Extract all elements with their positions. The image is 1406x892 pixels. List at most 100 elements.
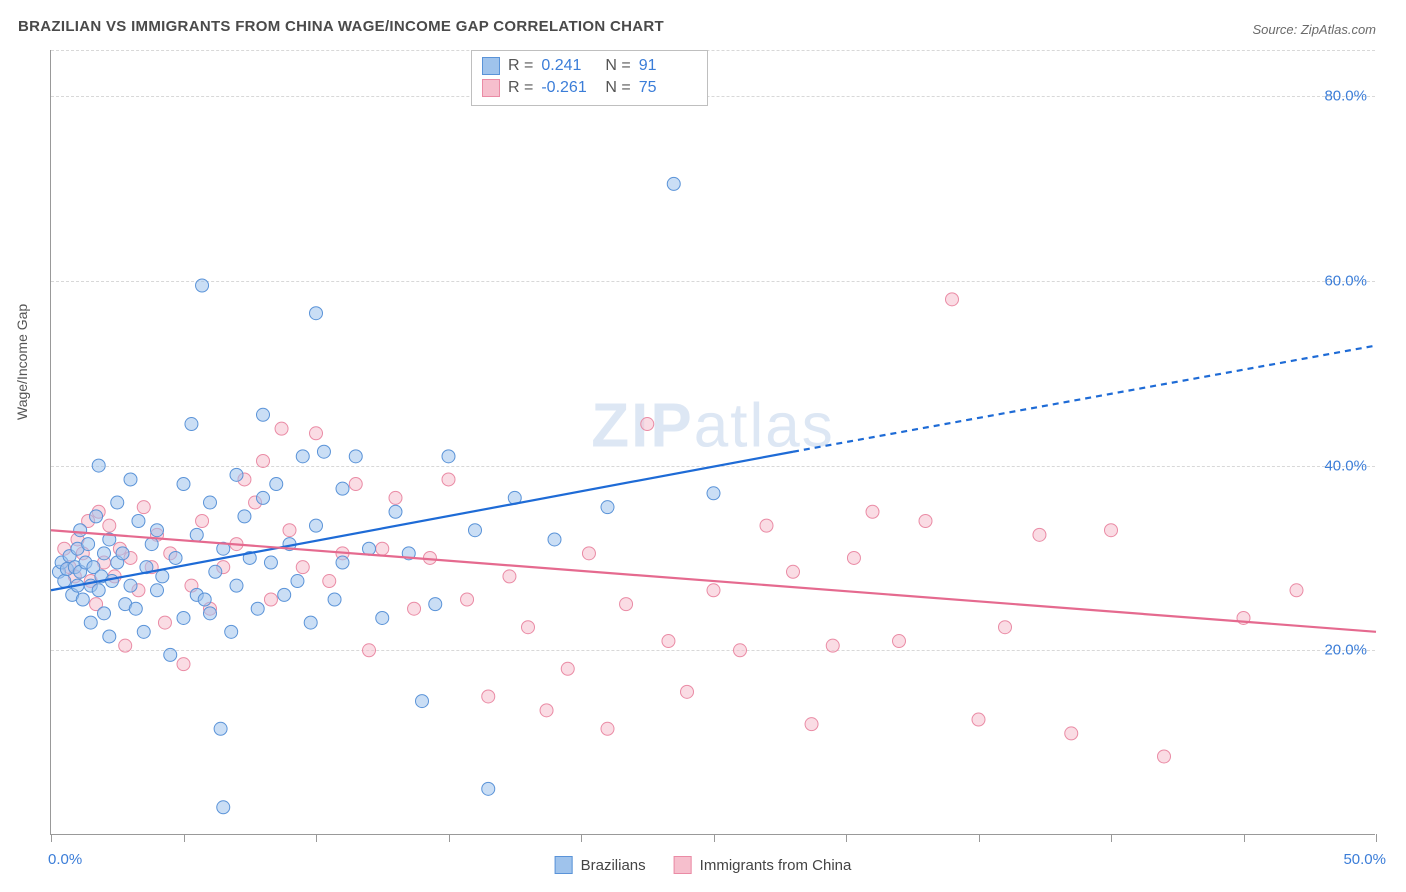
- scatter-point: [158, 616, 171, 629]
- scatter-point: [198, 593, 211, 606]
- x-tick-label-max: 50.0%: [1343, 851, 1386, 868]
- scatter-point: [442, 473, 455, 486]
- blue-N: 91: [639, 57, 695, 75]
- scatter-point: [58, 575, 71, 588]
- scatter-point: [209, 565, 222, 578]
- x-tick-label-min: 0.0%: [48, 851, 82, 868]
- scatter-point: [82, 538, 95, 551]
- scatter-point: [582, 547, 595, 560]
- scatter-point: [196, 279, 209, 292]
- scatter-point: [662, 635, 675, 648]
- swatch-pink-icon: [674, 856, 692, 874]
- scatter-point: [151, 524, 164, 537]
- scatter-point: [561, 662, 574, 675]
- scatter-point: [129, 602, 142, 615]
- scatter-point: [230, 468, 243, 481]
- scatter-point: [124, 473, 137, 486]
- scatter-point: [190, 528, 203, 541]
- scatter-point: [310, 427, 323, 440]
- scatter-point: [283, 524, 296, 537]
- scatter-point: [482, 690, 495, 703]
- scatter-point: [304, 616, 317, 629]
- scatter-point: [1065, 727, 1078, 740]
- swatch-blue: [482, 57, 500, 75]
- scatter-point: [641, 418, 654, 431]
- scatter-point: [264, 556, 277, 569]
- scatter-point: [503, 570, 516, 583]
- scatter-point: [620, 598, 633, 611]
- scatter-point: [376, 542, 389, 555]
- scatter-point: [548, 533, 561, 546]
- legend-label-blue: Brazilians: [581, 857, 646, 874]
- plot-area: ZIPatlas 20.0%40.0%60.0%80.0% R = 0.241 …: [50, 50, 1375, 835]
- scatter-point: [601, 501, 614, 514]
- scatter-point: [230, 579, 243, 592]
- scatter-point: [111, 496, 124, 509]
- chart-container: BRAZILIAN VS IMMIGRANTS FROM CHINA WAGE/…: [0, 0, 1406, 892]
- scatter-point: [185, 418, 198, 431]
- scatter-point: [667, 177, 680, 190]
- trend-line: [51, 452, 793, 591]
- scatter-point: [707, 584, 720, 597]
- scatter-point: [482, 782, 495, 795]
- scatter-point: [74, 524, 87, 537]
- swatch-pink: [482, 79, 500, 97]
- scatter-point: [946, 293, 959, 306]
- scatter-point: [826, 639, 839, 652]
- scatter-point: [469, 524, 482, 537]
- scatter-point: [103, 519, 116, 532]
- scatter-point: [137, 625, 150, 638]
- scatter-point: [787, 565, 800, 578]
- scatter-point: [177, 611, 190, 624]
- source-label: Source: ZipAtlas.com: [1252, 22, 1376, 37]
- stats-legend: R = 0.241 N = 91 R = -0.261 N = 75: [471, 50, 708, 106]
- scatter-point: [734, 644, 747, 657]
- scatter-point: [408, 602, 421, 615]
- scatter-point: [257, 408, 270, 421]
- scatter-point: [196, 515, 209, 528]
- scatter-point: [137, 501, 150, 514]
- pink-R: -0.261: [541, 79, 597, 97]
- blue-R: 0.241: [541, 57, 597, 75]
- scatter-point: [151, 584, 164, 597]
- scatter-point: [92, 459, 105, 472]
- y-axis-label: Wage/Income Gap: [14, 304, 30, 420]
- legend-item-pink: Immigrants from China: [674, 856, 852, 874]
- scatter-point: [601, 722, 614, 735]
- scatter-point: [919, 515, 932, 528]
- scatter-point: [264, 593, 277, 606]
- scatter-point: [98, 547, 111, 560]
- trend-line: [51, 530, 1376, 632]
- scatter-point: [363, 644, 376, 657]
- scatter-point: [225, 625, 238, 638]
- scatter-point: [257, 454, 270, 467]
- legend-label-pink: Immigrants from China: [700, 857, 852, 874]
- scatter-point: [760, 519, 773, 532]
- scatter-point: [177, 658, 190, 671]
- scatter-point: [204, 607, 217, 620]
- scatter-point: [540, 704, 553, 717]
- scatter-point: [1105, 524, 1118, 537]
- pink-N: 75: [639, 79, 695, 97]
- scatter-point: [169, 551, 182, 564]
- scatter-point: [124, 579, 137, 592]
- scatter-point: [251, 602, 264, 615]
- scatter-point: [376, 611, 389, 624]
- scatter-point: [866, 505, 879, 518]
- bottom-legend: Brazilians Immigrants from China: [555, 856, 852, 874]
- scatter-point: [103, 630, 116, 643]
- scatter-point: [336, 482, 349, 495]
- plot-svg: [51, 50, 1375, 834]
- scatter-point: [92, 584, 105, 597]
- scatter-point: [156, 570, 169, 583]
- scatter-point: [389, 491, 402, 504]
- scatter-point: [336, 556, 349, 569]
- scatter-point: [84, 616, 97, 629]
- scatter-point: [317, 445, 330, 458]
- scatter-point: [1033, 528, 1046, 541]
- scatter-point: [119, 639, 132, 652]
- scatter-point: [999, 621, 1012, 634]
- scatter-point: [461, 593, 474, 606]
- trend-line: [793, 346, 1376, 452]
- scatter-point: [389, 505, 402, 518]
